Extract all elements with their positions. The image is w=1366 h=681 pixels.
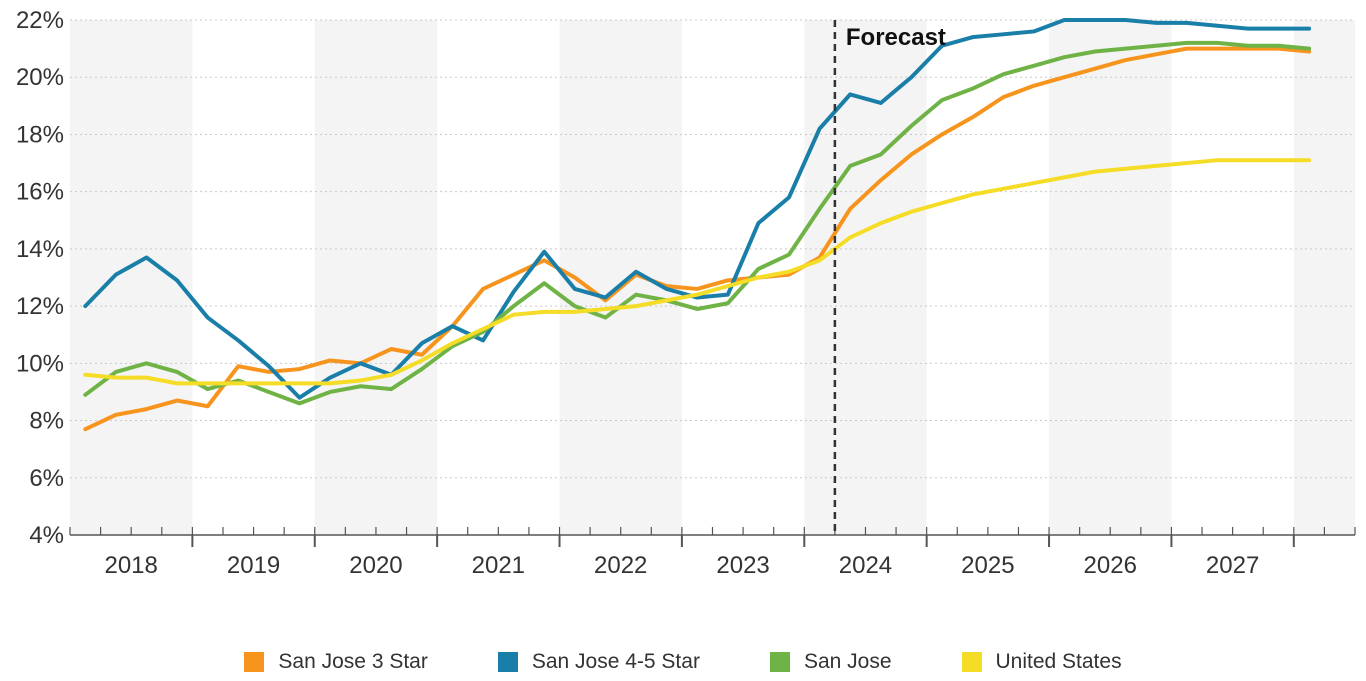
legend-label-san-jose-4-5-star: San Jose 4-5 Star — [531, 650, 700, 673]
year-band — [559, 20, 682, 535]
y-tick-label: 16% — [16, 179, 64, 206]
series-line-san-jose-3-star — [83, 46, 1312, 432]
y-tick-label: 6% — [29, 465, 64, 492]
forecast-label: Forecast — [846, 24, 946, 51]
legend-label-united-states: United States — [995, 650, 1122, 673]
y-tick-label: 4% — [29, 522, 64, 549]
legend-item-san-jose: San Jose — [769, 650, 892, 674]
legend-label-san-jose: San Jose — [803, 650, 892, 673]
legend: San Jose 3 Star San Jose 4-5 Star San Jo… — [0, 650, 1366, 674]
legend-swatch-san-jose-3-star — [244, 652, 265, 672]
series-line-san-jose — [83, 40, 1312, 406]
legend-item-united-states: United States — [961, 650, 1122, 674]
legend-item-san-jose-4-5-star: San Jose 4-5 Star — [497, 650, 700, 674]
y-tick-label: 14% — [16, 236, 64, 263]
x-tick-label: 2024 — [839, 552, 892, 579]
year-band — [1049, 20, 1172, 535]
y-tick-label: 12% — [16, 293, 64, 320]
x-tick-label: 2021 — [472, 552, 525, 579]
legend-swatch-san-jose — [769, 652, 790, 672]
x-tick-label: 2026 — [1084, 552, 1137, 579]
x-tick-label: 2022 — [594, 552, 647, 579]
year-band — [804, 20, 927, 535]
x-tick-label: 2027 — [1206, 552, 1259, 579]
y-tick-label: 22% — [16, 7, 64, 34]
legend-swatch-san-jose-4-5-star — [497, 652, 518, 672]
x-tick-label: 2019 — [227, 552, 280, 579]
x-tick-label: 2025 — [961, 552, 1014, 579]
y-tick-label: 10% — [16, 350, 64, 377]
legend-item-san-jose-3-star: San Jose 3 Star — [244, 650, 428, 674]
year-band — [314, 20, 438, 535]
x-tick-label: 2020 — [349, 552, 402, 579]
legend-swatch-united-states — [961, 652, 982, 672]
y-tick-label: 20% — [16, 64, 64, 91]
legend-label-san-jose-3-star: San Jose 3 Star — [278, 650, 428, 673]
x-tick-label: 2018 — [104, 552, 157, 579]
line-chart: 4% 6% 8% 10% 12% 14% 16% 18% 20% 22% 2018 2019 2020 2… — [16, 7, 1356, 579]
year-band — [1293, 20, 1355, 535]
y-tick-label: 18% — [16, 121, 64, 148]
y-tick-label: 8% — [29, 408, 64, 435]
x-tick-label: 2023 — [716, 552, 769, 579]
series-line-san-jose-4-5-star — [83, 18, 1312, 400]
series-line-united-states — [83, 158, 1312, 386]
